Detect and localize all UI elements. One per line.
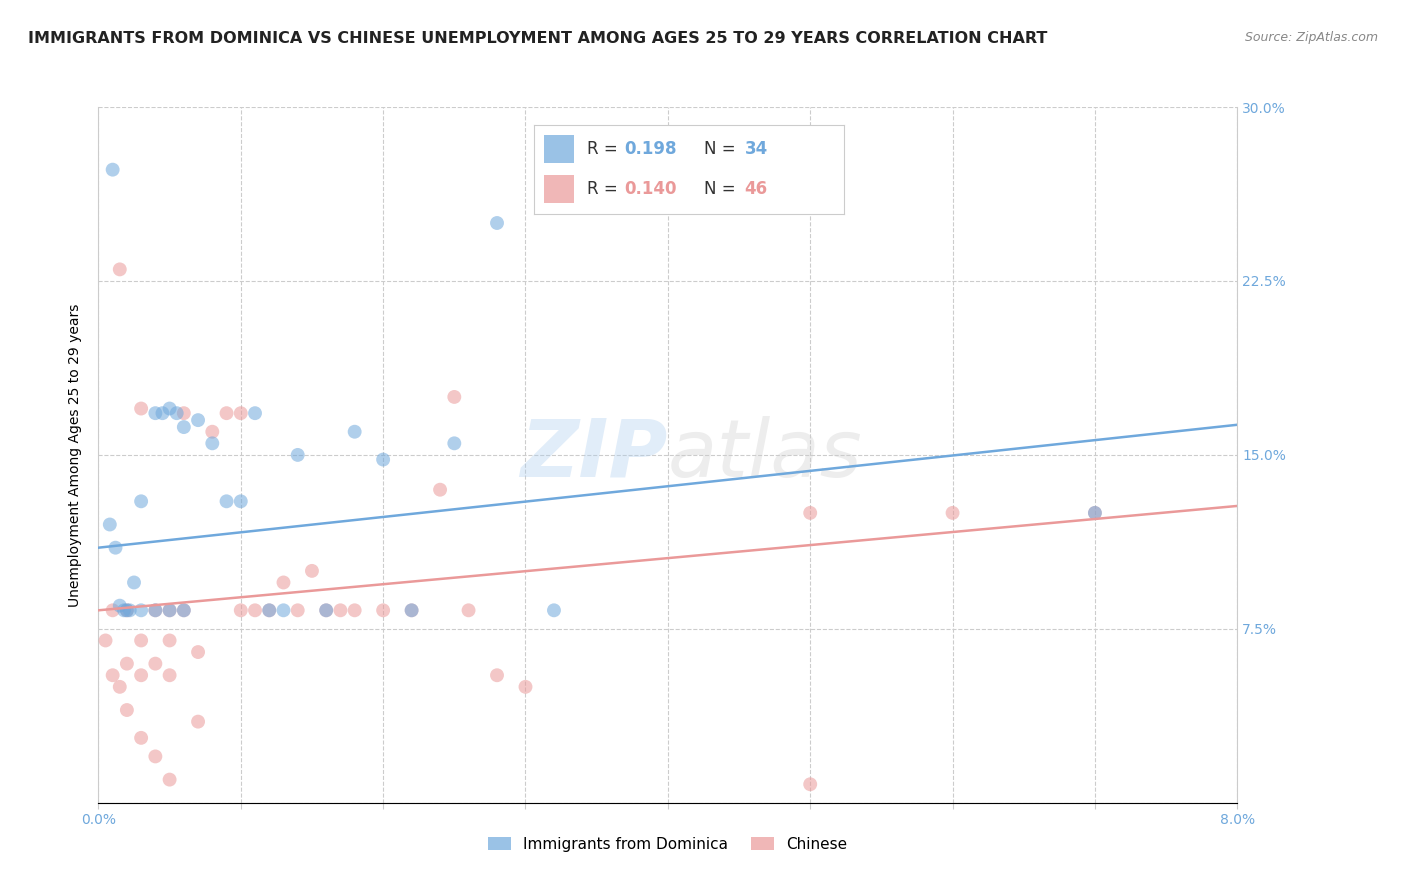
Point	[129, 494, 152, 508]
Text: 34: 34	[745, 140, 768, 158]
Point	[243, 406, 266, 420]
Point	[343, 425, 366, 439]
Point	[371, 452, 394, 467]
Point	[1084, 506, 1107, 520]
Point	[173, 603, 195, 617]
Point	[129, 401, 152, 416]
Legend: Immigrants from Dominica, Chinese: Immigrants from Dominica, Chinese	[482, 830, 853, 858]
Point	[159, 401, 181, 416]
Point	[173, 420, 195, 434]
Point	[273, 575, 295, 590]
Point	[152, 406, 174, 420]
Point	[942, 506, 965, 520]
Text: R =: R =	[586, 140, 623, 158]
Point	[243, 603, 266, 617]
Point	[443, 390, 465, 404]
Text: 0.140: 0.140	[624, 180, 676, 198]
Point	[187, 413, 209, 427]
Point	[543, 603, 565, 617]
Point	[112, 603, 135, 617]
Point	[215, 494, 238, 508]
Point	[129, 731, 152, 745]
Point	[159, 603, 181, 617]
Point	[1084, 506, 1107, 520]
Point	[229, 406, 252, 420]
Text: N =: N =	[704, 180, 741, 198]
Point	[259, 603, 281, 617]
Point	[159, 668, 181, 682]
Point	[429, 483, 451, 497]
Point	[371, 603, 394, 617]
Point	[115, 703, 138, 717]
Point	[104, 541, 127, 555]
Point	[229, 603, 252, 617]
Point	[159, 633, 181, 648]
Point	[287, 603, 309, 617]
Point	[187, 645, 209, 659]
Text: 0.198: 0.198	[624, 140, 676, 158]
Point	[287, 448, 309, 462]
Text: IMMIGRANTS FROM DOMINICA VS CHINESE UNEMPLOYMENT AMONG AGES 25 TO 29 YEARS CORRE: IMMIGRANTS FROM DOMINICA VS CHINESE UNEM…	[28, 31, 1047, 46]
Text: 46: 46	[745, 180, 768, 198]
Point	[173, 603, 195, 617]
Point	[101, 603, 124, 617]
Point	[115, 603, 138, 617]
Point	[315, 603, 337, 617]
Point	[259, 603, 281, 617]
Point	[94, 633, 117, 648]
Point	[145, 657, 167, 671]
Text: atlas: atlas	[668, 416, 863, 494]
Point	[145, 603, 167, 617]
Point	[486, 668, 509, 682]
Point	[129, 633, 152, 648]
Point	[486, 216, 509, 230]
Point	[159, 603, 181, 617]
Point	[443, 436, 465, 450]
Point	[166, 406, 188, 420]
Point	[129, 603, 152, 617]
Point	[145, 603, 167, 617]
Point	[215, 406, 238, 420]
Point	[118, 603, 141, 617]
Point	[799, 506, 821, 520]
Point	[201, 436, 224, 450]
Point	[115, 657, 138, 671]
Point	[98, 517, 121, 532]
Point	[201, 425, 224, 439]
Point	[129, 668, 152, 682]
Y-axis label: Unemployment Among Ages 25 to 29 years: Unemployment Among Ages 25 to 29 years	[69, 303, 83, 607]
Point	[343, 603, 366, 617]
Bar	[544, 135, 575, 163]
Point	[122, 575, 145, 590]
Point	[115, 603, 138, 617]
Point	[101, 162, 124, 177]
Point	[173, 406, 195, 420]
Bar	[544, 175, 575, 203]
Point	[799, 777, 821, 791]
Text: Source: ZipAtlas.com: Source: ZipAtlas.com	[1244, 31, 1378, 45]
Point	[401, 603, 423, 617]
Point	[273, 603, 295, 617]
Point	[145, 749, 167, 764]
Point	[108, 599, 131, 613]
Point	[101, 668, 124, 682]
Point	[145, 406, 167, 420]
Point	[187, 714, 209, 729]
Text: ZIP: ZIP	[520, 416, 668, 494]
Point	[315, 603, 337, 617]
Point	[457, 603, 479, 617]
Point	[301, 564, 323, 578]
Point	[108, 262, 131, 277]
Point	[401, 603, 423, 617]
Point	[515, 680, 537, 694]
Text: R =: R =	[586, 180, 623, 198]
Point	[108, 680, 131, 694]
Point	[229, 494, 252, 508]
Point	[159, 772, 181, 787]
Point	[329, 603, 352, 617]
Text: N =: N =	[704, 140, 741, 158]
